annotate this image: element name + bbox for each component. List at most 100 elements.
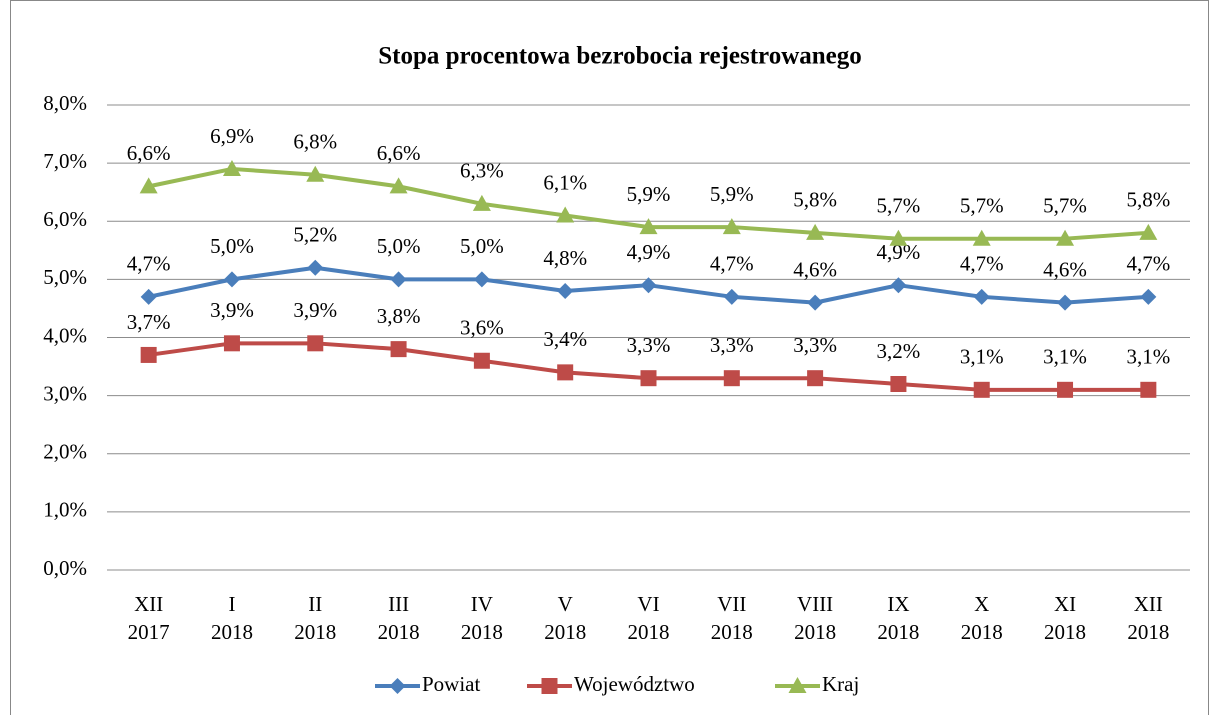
y-tick-label: 5,0% bbox=[43, 265, 87, 289]
data-label: 3,4% bbox=[543, 327, 587, 351]
x-tick-label: II bbox=[308, 592, 322, 616]
marker bbox=[557, 364, 574, 381]
marker bbox=[140, 346, 157, 363]
marker bbox=[722, 218, 741, 235]
marker bbox=[639, 218, 658, 235]
y-tick-label: 6,0% bbox=[43, 207, 87, 231]
data-label: 3,8% bbox=[377, 304, 421, 328]
marker bbox=[973, 381, 990, 398]
x-tick-label: 2017 bbox=[128, 620, 170, 644]
data-label: 3,1% bbox=[1043, 345, 1087, 369]
marker bbox=[222, 159, 241, 176]
y-tick-label: 8,0% bbox=[43, 91, 87, 115]
x-tick-label: XII bbox=[134, 592, 163, 616]
data-label: 3,7% bbox=[127, 310, 171, 334]
marker bbox=[973, 288, 990, 305]
marker bbox=[807, 370, 824, 387]
x-tick-label: 2018 bbox=[961, 620, 1003, 644]
x-tick-label: 2018 bbox=[628, 620, 670, 644]
data-label: 5,0% bbox=[210, 234, 254, 258]
marker bbox=[390, 341, 407, 358]
legend-item: Województwo bbox=[527, 672, 695, 696]
marker bbox=[557, 283, 574, 299]
data-label: 5,0% bbox=[460, 234, 504, 258]
marker bbox=[307, 259, 324, 276]
legend-item: Powiat bbox=[375, 672, 481, 696]
y-tick-label: 0,0% bbox=[43, 556, 87, 580]
legend-item: Kraj bbox=[775, 672, 859, 696]
marker bbox=[1139, 223, 1158, 240]
legend-label: Powiat bbox=[422, 672, 481, 696]
marker bbox=[806, 223, 825, 240]
data-label: 5,7% bbox=[1043, 194, 1087, 218]
data-label: 5,7% bbox=[877, 194, 921, 218]
x-tick-label: IV bbox=[471, 592, 493, 616]
y-tick-label: 4,0% bbox=[43, 323, 87, 347]
x-tick-label: 2018 bbox=[211, 620, 253, 644]
data-label: 4,8% bbox=[543, 246, 587, 270]
x-tick-label: XII bbox=[1134, 592, 1163, 616]
x-tick-label: V bbox=[558, 592, 573, 616]
marker bbox=[223, 335, 240, 352]
marker bbox=[1057, 381, 1074, 398]
x-tick-label: 2018 bbox=[1044, 620, 1086, 644]
marker bbox=[541, 678, 558, 694]
data-label: 4,6% bbox=[1043, 257, 1087, 281]
data-label: 3,9% bbox=[210, 298, 254, 322]
chart-title: Stopa procentowa bezrobocia rejestrowane… bbox=[378, 43, 862, 70]
marker bbox=[389, 177, 408, 194]
x-tick-label: 2018 bbox=[544, 620, 586, 644]
data-label: 6,1% bbox=[543, 170, 587, 194]
legend-label: Kraj bbox=[822, 672, 859, 696]
marker bbox=[1140, 381, 1157, 398]
marker bbox=[473, 271, 490, 288]
marker bbox=[306, 165, 325, 182]
marker bbox=[890, 376, 907, 392]
data-label: 3,1% bbox=[960, 345, 1004, 369]
data-label: 3,3% bbox=[627, 333, 671, 357]
data-label: 3,6% bbox=[460, 316, 504, 340]
marker bbox=[1056, 229, 1075, 246]
x-tick-label: IX bbox=[887, 592, 909, 616]
x-tick-label: 2018 bbox=[378, 620, 420, 644]
data-label: 3,3% bbox=[710, 333, 754, 357]
marker bbox=[1140, 288, 1157, 305]
marker bbox=[1057, 294, 1074, 311]
x-tick-label: VI bbox=[637, 592, 659, 616]
data-label: 6,6% bbox=[127, 141, 171, 165]
data-label: 6,9% bbox=[210, 124, 254, 148]
marker bbox=[723, 288, 740, 305]
marker bbox=[889, 229, 908, 246]
y-tick-label: 2,0% bbox=[43, 440, 87, 464]
marker bbox=[788, 677, 807, 693]
marker bbox=[640, 277, 657, 294]
marker bbox=[640, 370, 657, 387]
data-label: 6,3% bbox=[460, 159, 504, 183]
chart-frame bbox=[10, 0, 1209, 715]
data-label: 5,9% bbox=[627, 182, 671, 206]
data-label: 3,9% bbox=[293, 298, 337, 322]
x-tick-label: VII bbox=[717, 592, 746, 616]
data-label: 4,7% bbox=[127, 252, 171, 276]
marker bbox=[890, 277, 907, 294]
data-label: 3,2% bbox=[877, 339, 921, 363]
marker bbox=[556, 206, 575, 223]
x-tick-label: XI bbox=[1054, 592, 1076, 616]
data-label: 4,6% bbox=[793, 257, 837, 281]
x-tick-label: I bbox=[228, 592, 235, 616]
marker bbox=[807, 294, 824, 311]
data-label: 5,0% bbox=[377, 234, 421, 258]
y-tick-label: 1,0% bbox=[43, 498, 87, 522]
marker bbox=[723, 370, 740, 387]
data-label: 6,8% bbox=[293, 130, 337, 154]
marker bbox=[389, 678, 406, 694]
marker bbox=[307, 335, 324, 352]
data-label: 4,7% bbox=[1126, 252, 1170, 276]
data-label: 5,7% bbox=[960, 194, 1004, 218]
x-tick-label: 2018 bbox=[1127, 620, 1169, 644]
x-tick-label: X bbox=[974, 592, 989, 616]
x-tick-label: 2018 bbox=[711, 620, 753, 644]
marker bbox=[972, 229, 991, 246]
x-tick-label: VIII bbox=[797, 592, 833, 616]
